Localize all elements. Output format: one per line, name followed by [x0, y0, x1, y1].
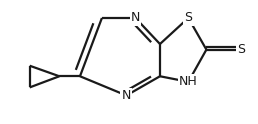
Text: NH: NH — [179, 75, 198, 88]
Text: S: S — [237, 43, 245, 56]
Text: N: N — [122, 89, 131, 102]
Text: S: S — [184, 12, 192, 24]
Text: N: N — [131, 12, 140, 24]
